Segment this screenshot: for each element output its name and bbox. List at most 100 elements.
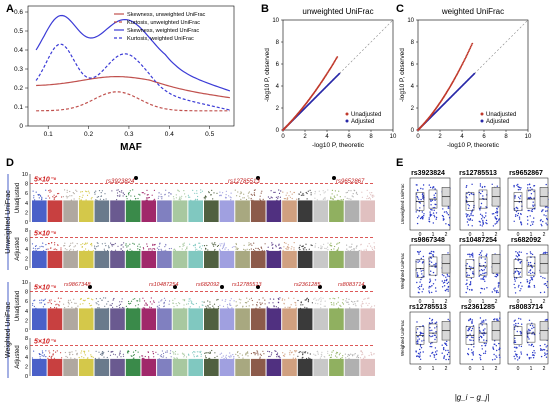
line-skew-weighted [35,14,231,92]
box-jitter-point [532,354,535,356]
snp-point [71,301,73,303]
box-jitter-point [443,211,446,213]
snp-point [174,353,177,355]
snp-point [122,250,124,252]
snp-point [125,195,127,197]
box-jitter-point [471,289,473,291]
snp-point [84,350,86,352]
box-jitter-point [521,285,523,287]
snp-point [95,298,97,300]
snp-point [347,250,349,252]
snp-point [43,250,45,252]
box-jitter-point [422,217,424,219]
snp-point [229,300,231,302]
box-jitter-point [433,264,435,266]
snp-point [127,352,129,354]
box-jitter-point [429,317,431,320]
box-jitter-point [434,216,436,218]
unadjusted-point [465,54,468,57]
snp-point [348,303,350,305]
snp-point [183,300,186,302]
snp-point [139,300,141,302]
snp-point [327,350,329,352]
snp-point [174,350,177,353]
snp-point [256,305,258,307]
box-jitter-point [493,288,495,290]
snp-point [183,353,185,355]
snp-point [61,196,63,198]
box-jitter-point [527,187,529,189]
box-jitter-point [496,273,499,276]
snp-point [275,246,277,248]
chromosome-band [110,200,125,222]
snp-point [346,301,348,303]
snp-point [186,246,188,248]
snp-point [165,243,167,246]
snp-point [204,198,206,200]
snp-point [268,351,271,353]
box-jitter-point [528,358,531,360]
snp-point [229,196,231,198]
snp-point [337,301,339,303]
snp-point [341,357,343,359]
box-jitter-point [470,193,473,195]
box-jitter-point [430,270,432,272]
snp-point [302,248,304,250]
y-tick-label: 0.1 [14,104,23,111]
snp-point [290,248,292,250]
box-jitter-point [483,352,485,355]
snp-point [52,354,54,356]
snp-point [91,307,93,309]
chromosome-band [157,250,172,268]
y-axis-title: -log10 P, observed [399,48,406,102]
box-jitter-point [483,269,485,271]
snp-point [320,247,322,250]
snp-point [182,243,184,246]
snp-point [275,244,277,246]
box-jitter-point [495,276,498,278]
snp-point [321,354,323,356]
box-jitter-point [485,276,487,278]
box-jitter-point [419,250,421,253]
box-jitter-point [430,286,432,288]
y-tick-label: 6 [25,191,28,197]
box-jitter-point [494,290,496,292]
box-jitter-point [513,346,516,348]
box-jitter-point [528,344,530,346]
chromosome-band [235,250,250,268]
chromosome-band [219,358,235,376]
box-jitter-point [434,338,436,341]
box-jitter-point [428,184,430,186]
box-jitter-point [516,256,519,258]
box-jitter-point [544,343,546,346]
box-jitter-point [485,319,487,321]
legend-label: Kurtosis, unweighted UniFrac [127,20,200,26]
box-jitter-point [495,211,497,214]
snp-point [34,299,36,301]
snp-point [267,350,269,352]
snp-point [287,306,289,308]
box-jitter-point [491,359,494,361]
chromosome-band [32,358,47,376]
box-jitter-point [429,260,431,262]
box-jitter-point [480,192,482,195]
snp-point [45,350,47,352]
snp-point [87,297,89,300]
snp-point [316,350,318,353]
box-jitter-point [497,286,500,288]
box-jitter-point [446,212,448,214]
box-jitter-point [494,340,496,342]
snp-point [278,244,280,246]
snp-point [289,354,291,356]
chromosome-band [125,200,141,222]
box-jitter-point [521,323,523,325]
snp-point [273,298,275,300]
snp-point [256,304,258,306]
snp-point [251,244,253,246]
snp-point [371,354,373,356]
box-jitter-point [516,356,518,358]
panel-a-frame [27,5,235,127]
snp-point [186,247,188,249]
chromosome-band [297,250,313,268]
snp-point [50,299,52,301]
